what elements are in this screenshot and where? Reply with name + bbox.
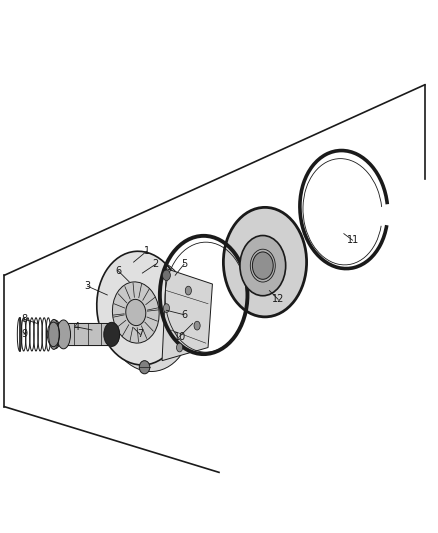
Ellipse shape xyxy=(50,320,61,349)
Polygon shape xyxy=(57,324,114,345)
Text: 7: 7 xyxy=(137,329,143,340)
Text: 10: 10 xyxy=(173,332,186,342)
Ellipse shape xyxy=(252,252,273,279)
Text: 1: 1 xyxy=(144,246,150,256)
Text: 6: 6 xyxy=(181,310,187,320)
Ellipse shape xyxy=(162,270,170,280)
Text: 9: 9 xyxy=(21,329,27,340)
Ellipse shape xyxy=(51,324,63,345)
Ellipse shape xyxy=(113,282,159,343)
Ellipse shape xyxy=(106,258,192,372)
Text: 5: 5 xyxy=(181,260,187,269)
Ellipse shape xyxy=(177,343,183,352)
Text: 3: 3 xyxy=(85,281,91,291)
Text: 2: 2 xyxy=(152,260,159,269)
Ellipse shape xyxy=(163,304,170,312)
Ellipse shape xyxy=(194,321,200,330)
Ellipse shape xyxy=(126,300,146,326)
Ellipse shape xyxy=(49,319,59,349)
Polygon shape xyxy=(162,269,212,361)
Ellipse shape xyxy=(223,207,307,317)
Ellipse shape xyxy=(240,236,286,296)
Text: 4: 4 xyxy=(74,322,80,332)
Ellipse shape xyxy=(108,325,120,344)
Text: 12: 12 xyxy=(272,294,284,304)
Ellipse shape xyxy=(139,361,150,374)
Ellipse shape xyxy=(185,286,191,295)
Ellipse shape xyxy=(104,322,120,346)
Text: 6: 6 xyxy=(115,266,121,276)
Text: 11: 11 xyxy=(346,235,359,245)
Ellipse shape xyxy=(57,320,71,349)
Text: 8: 8 xyxy=(21,314,27,324)
Ellipse shape xyxy=(97,251,184,365)
